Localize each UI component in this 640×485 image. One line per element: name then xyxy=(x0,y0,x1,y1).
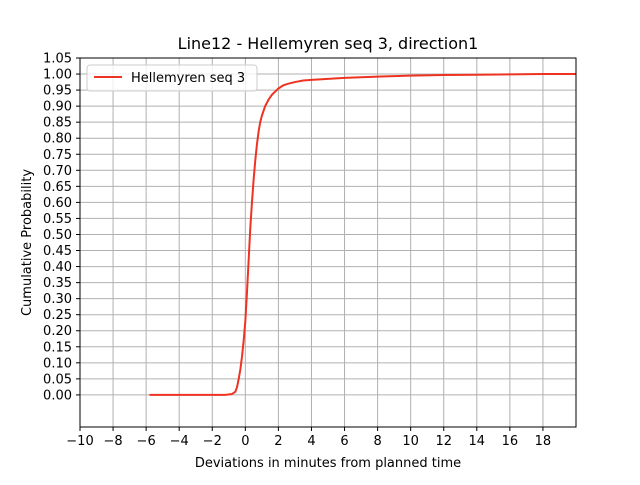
y-tick-label: 1.00 xyxy=(43,68,72,83)
series-line xyxy=(149,73,576,396)
legend: Hellemyren seq 3 xyxy=(86,64,258,92)
plot-area-frame xyxy=(79,57,577,428)
data-series xyxy=(149,73,576,396)
y-tick-label: 0.95 xyxy=(43,84,72,99)
y-axis-label: Cumulative Probability xyxy=(20,169,35,316)
x-tick-label: −10 xyxy=(66,434,93,449)
grid-lines xyxy=(79,57,576,427)
y-tick-label: 0.10 xyxy=(43,356,72,371)
x-tick-label: 4 xyxy=(307,434,315,449)
y-tick-label: 0.30 xyxy=(43,292,72,307)
y-tick-label: 0.55 xyxy=(43,212,72,227)
x-tick-label: 10 xyxy=(402,434,419,449)
y-tick-label: 0.25 xyxy=(43,308,72,323)
x-tick-label: 0 xyxy=(241,434,249,449)
x-tick-label: 6 xyxy=(340,434,348,449)
x-tick-label: −8 xyxy=(103,434,122,449)
x-tick-label: −2 xyxy=(203,434,222,449)
y-axis: 0.000.050.100.150.200.250.300.350.400.45… xyxy=(43,52,80,403)
x-tick-label: 14 xyxy=(469,434,486,449)
x-tick-label: −4 xyxy=(170,434,189,449)
y-tick-label: 1.05 xyxy=(43,52,72,67)
y-tick-label: 0.50 xyxy=(43,228,72,243)
x-tick-label: 16 xyxy=(502,434,519,449)
x-tick-label: 8 xyxy=(373,434,381,449)
x-tick-label: 2 xyxy=(274,434,282,449)
x-tick-label: 12 xyxy=(435,434,452,449)
y-tick-label: 0.00 xyxy=(43,388,72,403)
x-axis-label: Deviations in minutes from planned time xyxy=(195,456,461,471)
y-tick-label: 0.85 xyxy=(43,116,72,131)
x-tick-label: −6 xyxy=(137,434,156,449)
y-tick-label: 0.75 xyxy=(43,148,72,163)
y-tick-label: 0.80 xyxy=(43,132,72,147)
y-tick-label: 0.90 xyxy=(43,100,72,115)
y-tick-label: 0.70 xyxy=(43,164,72,179)
y-tick-label: 0.60 xyxy=(43,196,72,211)
y-tick-label: 0.40 xyxy=(43,260,72,275)
x-axis: −10 −8 −6 −4 −2 0 2 4 6 8 10 12 14 16 18 xyxy=(66,427,551,449)
x-tick-label: 18 xyxy=(535,434,552,449)
legend-label: Hellemyren seq 3 xyxy=(131,71,245,86)
y-tick-label: 0.15 xyxy=(43,340,72,355)
y-tick-label: 0.20 xyxy=(43,324,72,339)
y-tick-label: 0.05 xyxy=(43,372,72,387)
chart-title: Line12 - Hellemyren seq 3, direction1 xyxy=(178,34,479,53)
legend-box xyxy=(86,64,258,92)
y-tick-label: 0.65 xyxy=(43,180,72,195)
y-tick-label: 0.45 xyxy=(43,244,72,259)
y-tick-label: 0.35 xyxy=(43,276,72,291)
